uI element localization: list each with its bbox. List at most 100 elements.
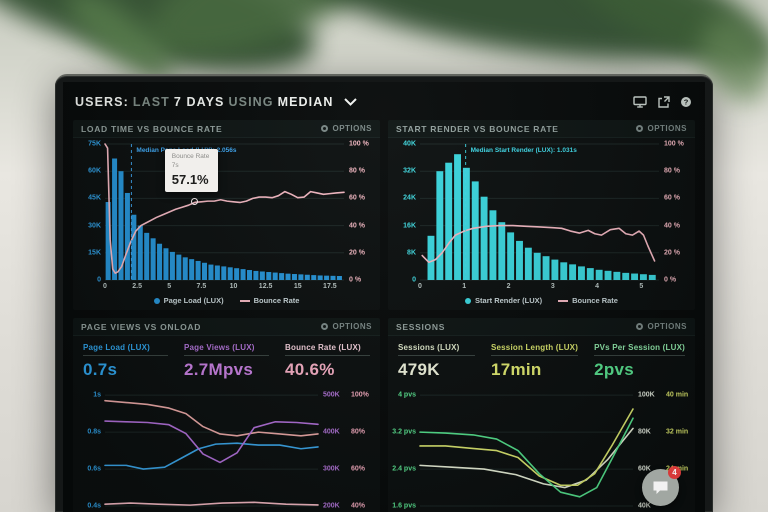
metric-label: PVs Per Session (LUX) bbox=[594, 343, 685, 352]
x-axis-label: 17.5 bbox=[323, 283, 337, 290]
x-axis-label: 10 bbox=[229, 283, 238, 290]
x-axis-label: 5 bbox=[167, 283, 172, 290]
y-axis-label: 40 % bbox=[664, 222, 680, 230]
options-button[interactable]: OPTIONS bbox=[321, 124, 372, 133]
panel-page-views-vs-onload: PAGE VIEWS VS ONLOAD OPTIONS Page Load (… bbox=[73, 318, 380, 512]
metric-label: Sessions (LUX) bbox=[398, 343, 460, 352]
metric-value: 17min bbox=[490, 360, 542, 379]
legend-item: Bounce Rate bbox=[558, 296, 618, 305]
y-axis-right: 500K 400K 300K 200K 100% 80% 60% 40% bbox=[318, 389, 374, 512]
legend-label: Page Load (LUX) bbox=[163, 296, 224, 305]
y-axis-label: 60 % bbox=[349, 194, 365, 202]
y-axis-label: 8K bbox=[407, 249, 416, 257]
y-axis-label: 30K bbox=[88, 222, 101, 230]
options-label: OPTIONS bbox=[647, 322, 687, 331]
legend-label: Start Render (LUX) bbox=[475, 296, 543, 305]
y-axis-left: 40K 32K 24K 16K 8K 0 bbox=[394, 141, 420, 284]
y-axis-label: 75K bbox=[88, 140, 101, 148]
title-segment: LAST bbox=[132, 95, 170, 109]
chart-legend: Start Render (LUX) Bounce Rate bbox=[388, 293, 695, 308]
panel-title: SESSIONS bbox=[396, 321, 446, 332]
metric-label: Bounce Rate (LUX) bbox=[285, 343, 361, 352]
y-axis-column: 500K 400K 300K 200K bbox=[318, 389, 346, 512]
options-label: OPTIONS bbox=[332, 124, 372, 133]
y-axis-label: 100K bbox=[638, 391, 655, 399]
help-icon[interactable]: ? bbox=[679, 96, 693, 109]
y-axis-label: 40% bbox=[351, 502, 366, 510]
y-axis-label: 80 % bbox=[664, 167, 680, 175]
y-axis-label: 45K bbox=[88, 194, 101, 202]
x-axis-label: 7.5 bbox=[196, 283, 207, 290]
x-axis-label: 1 bbox=[462, 283, 467, 290]
dashboard-topbar: USERS: LAST 7 DAYS USING MEDIAN ? bbox=[73, 90, 695, 114]
y-axis-label: 100 % bbox=[349, 140, 369, 148]
y-axis-label: 500K bbox=[323, 391, 340, 399]
panel-title: START RENDER VS BOUNCE RATE bbox=[396, 123, 559, 134]
y-axis-column: 100K 80K 60K 40K bbox=[633, 389, 661, 512]
load-time-chart: 75K 60K 45K 30K 15K 0 Median Page Load (LUX):… bbox=[73, 138, 380, 284]
gear-icon bbox=[321, 125, 329, 132]
y-axis-label: 1.6 pvs bbox=[392, 502, 416, 510]
chart-legend: Page Load (LUX) Bounce Rate bbox=[73, 293, 380, 308]
x-axis-label: 5 bbox=[639, 283, 644, 290]
y-axis-label: 2.4 pvs bbox=[392, 465, 416, 473]
y-axis-label: 40 min bbox=[666, 391, 689, 399]
chart-plot[interactable]: Median Start Render (LUX): 1.031s bbox=[420, 144, 659, 280]
y-axis-label: 100% bbox=[351, 391, 369, 399]
panel-header: LOAD TIME VS BOUNCE RATE OPTIONS bbox=[73, 120, 380, 138]
metric-value: 0.7s bbox=[83, 360, 118, 379]
metric-label: Page Views (LUX) bbox=[184, 343, 255, 352]
gear-icon bbox=[636, 125, 644, 132]
legend-marker bbox=[558, 299, 569, 302]
start-render-chart: 40K 32K 24K 16K 8K 0 Median Start Render (LUX… bbox=[388, 138, 695, 284]
metric: Session Length (LUX) 17min bbox=[490, 343, 579, 380]
legend-label: Bounce Rate bbox=[253, 296, 300, 305]
y-axis-left: 1s 0.8s 0.6s 0.4s bbox=[79, 389, 105, 512]
y-axis-column: 100 % 80 % 60 % 40 % 20 % 0 % bbox=[659, 141, 689, 284]
metrics-row: Page Load (LUX) 0.7s Page Views (LUX) 2.7Mp… bbox=[73, 336, 380, 383]
options-button[interactable]: OPTIONS bbox=[636, 322, 687, 331]
title-segment: MEDIAN bbox=[277, 95, 334, 109]
metric-divider bbox=[83, 355, 168, 356]
dashboard-title[interactable]: USERS: LAST 7 DAYS USING MEDIAN bbox=[75, 93, 357, 111]
chat-button[interactable]: 4 bbox=[642, 466, 681, 506]
options-button[interactable]: OPTIONS bbox=[636, 124, 687, 133]
panel-title: LOAD TIME VS BOUNCE RATE bbox=[81, 123, 223, 134]
x-axis-label: 15 bbox=[293, 283, 302, 290]
y-axis-label: 40K bbox=[638, 502, 651, 510]
metric-label: Session Length (LUX) bbox=[490, 343, 579, 352]
dashboard-title-segments: USERS: LAST 7 DAYS USING MEDIAN bbox=[75, 93, 338, 111]
metric-value: 479K bbox=[398, 360, 440, 379]
y-axis-label: 24K bbox=[403, 194, 416, 202]
y-axis-label: 32K bbox=[403, 167, 416, 175]
display-icon[interactable] bbox=[633, 96, 647, 109]
x-axis-label: 4 bbox=[595, 283, 599, 290]
x-axis-label: 2 bbox=[506, 283, 511, 290]
panel-sessions: SESSIONS OPTIONS Sessions (LUX) 479K Sessi… bbox=[388, 318, 695, 512]
chart-tooltip: Bounce Rate 7s 57.1% bbox=[164, 149, 219, 192]
y-axis-label: 0 bbox=[412, 276, 416, 284]
metric: Sessions (LUX) 479K bbox=[398, 343, 475, 380]
chart-plot[interactable] bbox=[105, 389, 318, 512]
chart-plot[interactable] bbox=[420, 389, 633, 512]
gear-icon bbox=[636, 323, 644, 330]
chat-bubble-icon bbox=[653, 481, 668, 494]
y-axis-label: 40 % bbox=[349, 222, 365, 230]
y-axis-label: 400K bbox=[323, 428, 340, 436]
y-axis-label: 32 min bbox=[666, 428, 689, 436]
y-axis-column: 100% 80% 60% 40% bbox=[346, 389, 374, 512]
y-axis-right: 100 % 80 % 60 % 40 % 20 % 0 % bbox=[659, 141, 689, 284]
metric-divider bbox=[398, 355, 475, 356]
y-axis-label: 80% bbox=[351, 428, 366, 436]
legend-marker bbox=[239, 299, 250, 302]
y-axis-label: 1s bbox=[93, 391, 101, 399]
share-icon[interactable] bbox=[656, 96, 670, 109]
svg-text:?: ? bbox=[684, 98, 689, 107]
metric: PVs Per Session (LUX) 2pvs bbox=[594, 343, 685, 380]
y-axis-label: 3.2 pvs bbox=[392, 428, 416, 436]
y-axis-label: 0.4s bbox=[87, 502, 101, 510]
y-axis-label: 0 % bbox=[349, 276, 362, 284]
metric-divider bbox=[184, 355, 269, 356]
options-button[interactable]: OPTIONS bbox=[321, 322, 372, 331]
